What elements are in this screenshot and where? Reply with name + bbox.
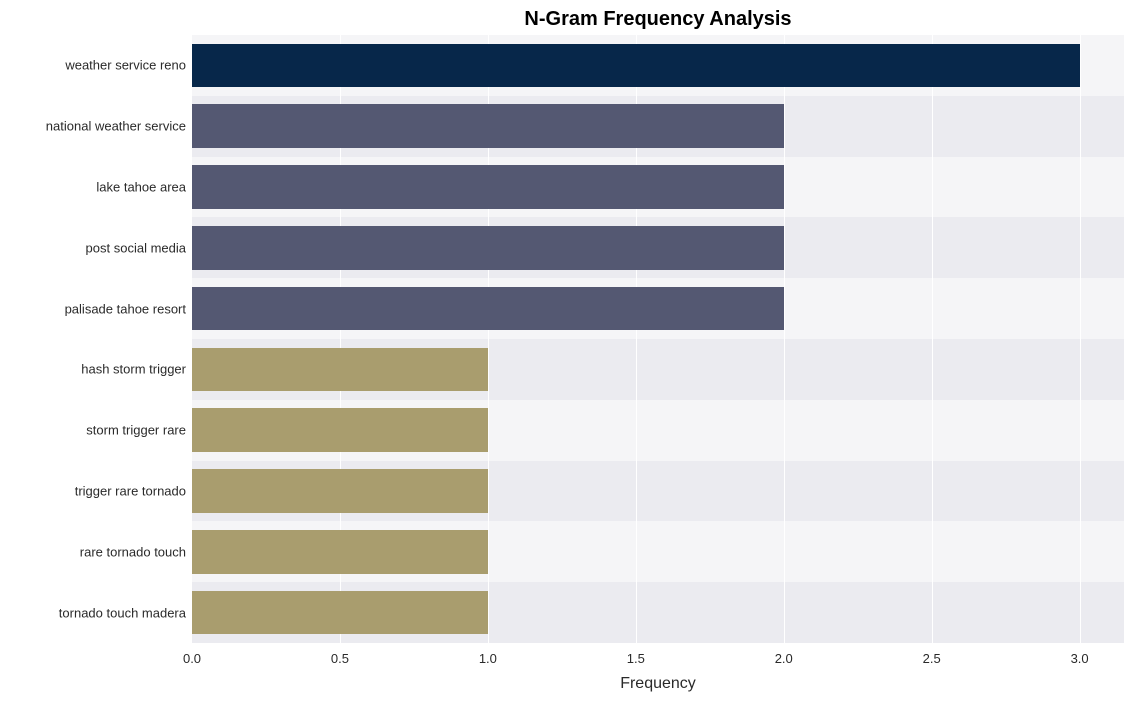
y-axis-label: storm trigger rare bbox=[86, 423, 186, 438]
bar bbox=[192, 287, 784, 331]
y-axis-label: tornado touch madera bbox=[59, 605, 186, 620]
y-axis-label: palisade tahoe resort bbox=[65, 301, 186, 316]
grid-line bbox=[784, 35, 785, 643]
bar bbox=[192, 226, 784, 270]
bar bbox=[192, 408, 488, 452]
bar bbox=[192, 530, 488, 574]
y-axis-label: post social media bbox=[86, 240, 186, 255]
bar bbox=[192, 591, 488, 635]
x-tick-label: 2.5 bbox=[923, 651, 941, 666]
bar bbox=[192, 44, 1080, 88]
chart-title: N-Gram Frequency Analysis bbox=[192, 8, 1124, 31]
x-tick-label: 1.0 bbox=[479, 651, 497, 666]
x-tick-label: 2.0 bbox=[775, 651, 793, 666]
x-tick-label: 3.0 bbox=[1071, 651, 1089, 666]
y-axis-label: rare tornado touch bbox=[80, 544, 186, 559]
grid-line bbox=[1080, 35, 1081, 643]
y-axis-label: trigger rare tornado bbox=[75, 484, 186, 499]
x-axis-label: Frequency bbox=[192, 675, 1124, 693]
grid-line bbox=[932, 35, 933, 643]
y-axis-label: hash storm trigger bbox=[81, 362, 186, 377]
bar bbox=[192, 469, 488, 513]
y-axis-label: national weather service bbox=[46, 119, 186, 134]
y-axis-label: weather service reno bbox=[65, 58, 186, 73]
x-tick-label: 0.5 bbox=[331, 651, 349, 666]
chart-container: N-Gram Frequency Analysis Frequency weat… bbox=[0, 0, 1134, 701]
x-tick-label: 1.5 bbox=[627, 651, 645, 666]
plot-area bbox=[192, 35, 1124, 643]
bar bbox=[192, 104, 784, 148]
x-tick-label: 0.0 bbox=[183, 651, 201, 666]
bar bbox=[192, 348, 488, 392]
bar bbox=[192, 165, 784, 209]
y-axis-label: lake tahoe area bbox=[96, 180, 186, 195]
